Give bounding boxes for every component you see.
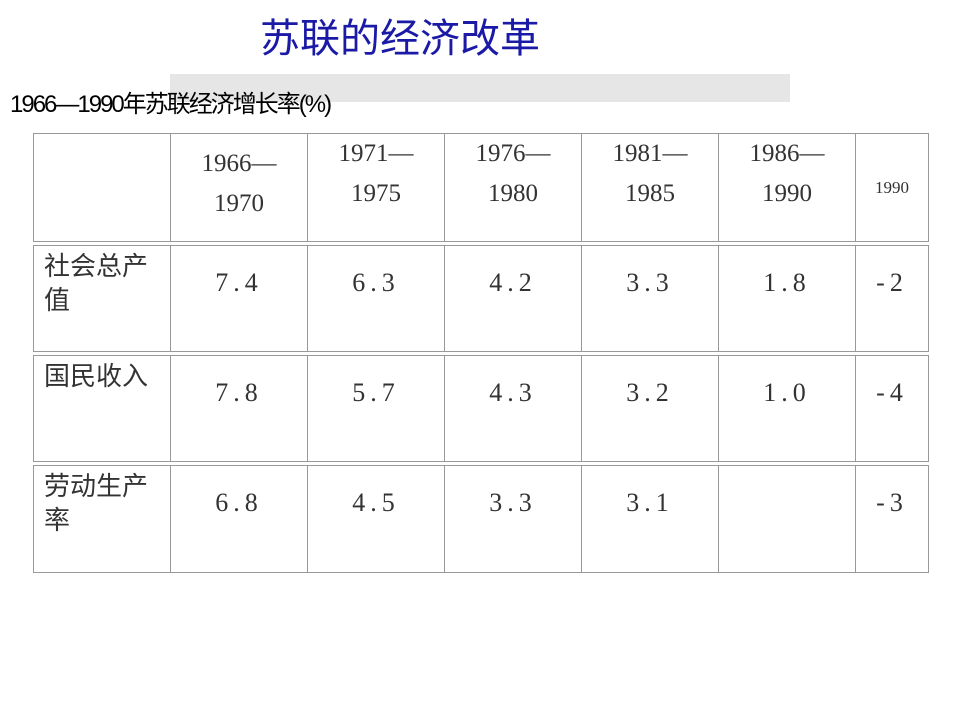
value-cell: 1.8 (718, 245, 856, 352)
value-cell: 3.3 (581, 245, 719, 352)
header-text: 1981— (612, 140, 688, 167)
value-cell: -4 (855, 355, 929, 462)
header-text: 1970 (214, 190, 264, 217)
value-cell: 6.3 (307, 245, 445, 352)
header-text: 1986— (749, 140, 825, 167)
value-cell: 7.4 (170, 245, 308, 352)
header-text: 1990 (875, 177, 909, 197)
header-text: 1980 (488, 180, 538, 207)
value-cell: 3.2 (581, 355, 719, 462)
value-cell: 4.3 (444, 355, 582, 462)
value-cell: 3.1 (581, 465, 719, 573)
corner-cell (33, 133, 171, 242)
value-cell (718, 465, 856, 573)
column-header: 1966— 1970 (170, 133, 308, 242)
column-header: 1976— 1980 (444, 133, 582, 242)
subtitle-band (170, 74, 790, 102)
header-text: 1975 (351, 180, 401, 207)
row-label: 社会总产值 (33, 245, 171, 352)
value-cell: -2 (855, 245, 929, 352)
value-cell: 3.3 (444, 465, 582, 573)
column-header: 1990 (855, 133, 929, 242)
column-header: 1971— 1975 (307, 133, 445, 242)
value-cell: 1.0 (718, 355, 856, 462)
row-label: 国民收入 (33, 355, 171, 462)
value-cell: 7.8 (170, 355, 308, 462)
subtitle: 1966—1990年苏联经济增长率(%) (10, 91, 332, 118)
header-text: 1976— (475, 140, 551, 167)
value-cell: 4.5 (307, 465, 445, 573)
title: 苏联的经济改革 (260, 16, 540, 62)
value-cell: 6.8 (170, 465, 308, 573)
header-text: 1990 (762, 180, 812, 207)
header-text: 1985 (625, 180, 675, 207)
value-cell: -3 (855, 465, 929, 573)
value-cell: 5.7 (307, 355, 445, 462)
header-text: 1966— (201, 150, 277, 177)
value-cell: 4.2 (444, 245, 582, 352)
column-header: 1986— 1990 (718, 133, 856, 242)
column-header: 1981— 1985 (581, 133, 719, 242)
header-text: 1971— (338, 140, 414, 167)
row-label: 劳动生产率 (33, 465, 171, 573)
